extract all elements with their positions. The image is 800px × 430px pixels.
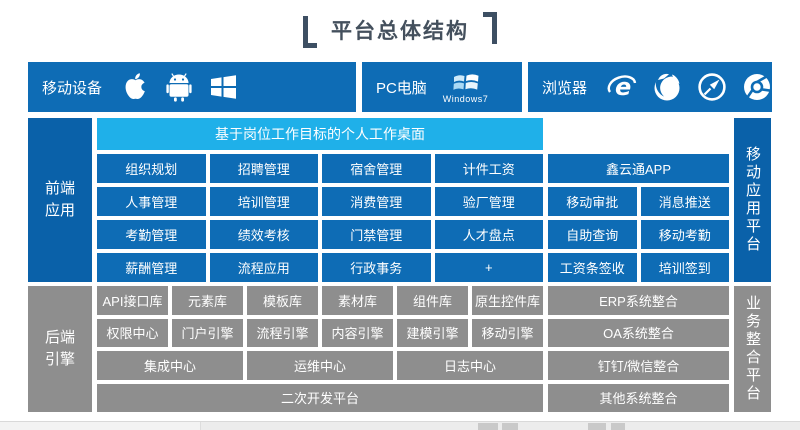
- desktop-banner: 基于岗位工作目标的个人工作桌面: [97, 118, 543, 150]
- app-block: 组织规划: [97, 154, 206, 183]
- windows7-logo: Windows7: [443, 71, 489, 104]
- mobile-device-label: 移动设备: [42, 79, 103, 97]
- windows-icon: [210, 74, 237, 100]
- app-block: 消费管理: [322, 187, 431, 216]
- app-block: 薪酬管理: [97, 253, 206, 282]
- mobile-app-block: 移动审批: [548, 187, 637, 216]
- strip-box: [502, 423, 518, 430]
- app-block: 培训管理: [209, 187, 318, 216]
- integration-platform-sidebar: 业务整合平台: [734, 286, 771, 412]
- center-block: 集成中心: [97, 351, 243, 380]
- strip-box: [588, 423, 606, 430]
- app-block: 考勤管理: [97, 220, 206, 249]
- mobile-app-block: 培训签到: [640, 253, 729, 282]
- center-block: 运维中心: [247, 351, 393, 380]
- backend-section: 后端引擎 API接口库 元素库 模板库 素材库 组件库 原生控件库 权限中心 门…: [28, 286, 772, 412]
- integration-block: 其他系统整合: [548, 383, 729, 412]
- integration-block: 钉钉/微信整合: [548, 351, 729, 380]
- left-bracket-decoration: [303, 16, 317, 48]
- frontend-section: 前端应用 基于岗位工作目标的个人工作桌面 组织规划 招聘管理 宿舍管理 计件工资…: [28, 118, 772, 282]
- mobile-app-block: 消息推送: [640, 187, 729, 216]
- integration-platform-sidebar-label: 业务整合平台: [744, 295, 761, 403]
- mobile-device-box: 移动设备: [28, 62, 356, 112]
- safari-icon: [697, 72, 727, 102]
- engine-block: 内容引擎: [322, 318, 393, 347]
- windows7-logo-text: Windows7: [442, 93, 489, 104]
- mobile-app-block: 工资条签收: [548, 253, 637, 282]
- library-block: 元素库: [172, 286, 243, 315]
- library-block: 模板库: [247, 286, 318, 315]
- engine-block: 建模引擎: [397, 318, 468, 347]
- library-block: 组件库: [397, 286, 468, 315]
- mobile-app-group: 鑫云通APP 移动审批 消息推送 自助查询 移动考勤 工资条签收 培训签到: [548, 118, 729, 282]
- integration-block: ERP系统整合: [548, 286, 729, 315]
- library-block: API接口库: [97, 286, 168, 315]
- strip-box: [478, 423, 498, 430]
- app-block: 人事管理: [97, 187, 206, 216]
- backend-sidebar: 后端引擎: [28, 286, 92, 412]
- diagram-title: 平台总体结构: [0, 12, 800, 48]
- engine-block: 流程引擎: [247, 318, 318, 347]
- app-block: 计件工资: [434, 154, 543, 183]
- app-block: 宿舍管理: [322, 154, 431, 183]
- mobile-platform-sidebar-label: 移动应用平台: [744, 146, 761, 254]
- app-block: 验厂管理: [434, 187, 543, 216]
- mobile-app-block: 移动考勤: [640, 220, 729, 249]
- app-block: 招聘管理: [209, 154, 318, 183]
- app-block: 行政事务: [322, 253, 431, 282]
- mobile-platform-sidebar: 移动应用平台: [734, 118, 771, 282]
- engine-block: 门户引擎: [172, 318, 243, 347]
- svg-text:e: e: [615, 73, 631, 101]
- engine-block: 权限中心: [97, 318, 168, 347]
- backend-sidebar-label: 后端引擎: [44, 329, 75, 368]
- frontend-sidebar-label: 前端应用: [44, 180, 75, 219]
- engine-block: 移动引擎: [472, 318, 543, 347]
- library-block: 素材库: [322, 286, 393, 315]
- browser-label: 浏览器: [541, 79, 587, 97]
- app-grid: 组织规划 招聘管理 宿舍管理 计件工资 人事管理 培训管理 消费管理 验厂管理 …: [97, 154, 543, 282]
- integration-group: ERP系统整合 OA系统整合 钉钉/微信整合 其他系统整合: [548, 286, 729, 412]
- center-row: 集成中心 运维中心 日志中心: [97, 351, 543, 380]
- center-block: 日志中心: [397, 351, 543, 380]
- app-block-more: +: [434, 253, 543, 282]
- browser-box: 浏览器 e: [527, 62, 772, 112]
- pc-box: PC电脑 Windows7: [361, 62, 522, 112]
- app-block: 门禁管理: [322, 220, 431, 249]
- ie-icon: e: [607, 72, 637, 102]
- strip-left-segment: [0, 422, 201, 430]
- firefox-icon: [652, 72, 682, 102]
- integration-block: OA系统整合: [548, 318, 729, 347]
- dev-platform-block: 二次开发平台: [97, 383, 543, 412]
- library-block: 原生控件库: [472, 286, 543, 315]
- page-title: 平台总体结构: [331, 20, 469, 43]
- viewer-bottom-strip: [0, 421, 800, 430]
- pc-label: PC电脑: [375, 79, 427, 97]
- frontend-sidebar: 前端应用: [28, 118, 92, 282]
- app-block: 流程应用: [209, 253, 318, 282]
- android-icon: [166, 72, 192, 102]
- app-block: 人才盘点: [434, 220, 543, 249]
- mobile-app-block: 自助查询: [548, 220, 637, 249]
- app-block: 绩效考核: [209, 220, 318, 249]
- right-bracket-decoration: [483, 12, 497, 44]
- apple-icon: [122, 72, 149, 102]
- device-bar: 移动设备: [28, 62, 772, 112]
- strip-box: [611, 423, 625, 430]
- engine-row: 权限中心 门户引擎 流程引擎 内容引擎 建模引擎 移动引擎: [97, 318, 543, 347]
- chrome-icon: [742, 72, 772, 102]
- library-row: API接口库 元素库 模板库 素材库 组件库 原生控件库: [97, 286, 543, 315]
- xinyuntong-app-header: 鑫云通APP: [548, 154, 729, 183]
